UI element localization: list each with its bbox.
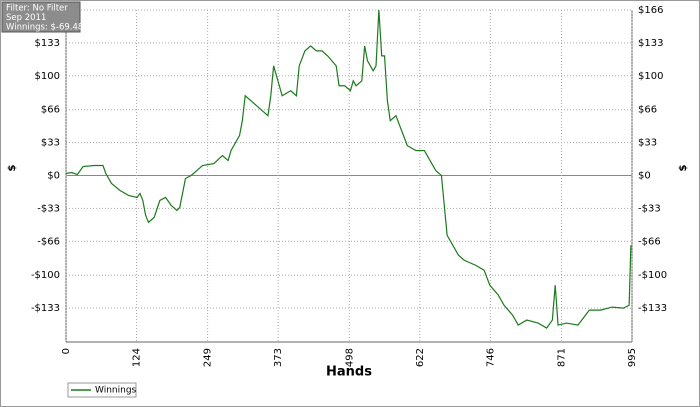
info-text: Filter: No Filter bbox=[6, 4, 68, 14]
y-tick-label-right: $166 bbox=[638, 5, 663, 16]
y-tick-label: $133 bbox=[35, 38, 60, 49]
x-tick-label: 871 bbox=[556, 348, 567, 367]
info-box bbox=[1, 1, 81, 33]
info-text: Sep 2011 bbox=[6, 13, 46, 23]
y-tick-label: $33 bbox=[41, 138, 60, 149]
y-tick-label: -$66 bbox=[37, 236, 60, 247]
y-tick-label-right: $0 bbox=[638, 171, 651, 182]
y-tick-label-right: -$133 bbox=[638, 303, 667, 314]
y-tick-label-right: $33 bbox=[638, 138, 657, 149]
y-tick-label: $100 bbox=[35, 71, 60, 82]
y-tick-label: -$133 bbox=[31, 303, 60, 314]
y-tick-label-right: -$100 bbox=[638, 270, 667, 281]
y-tick-label-right: -$33 bbox=[638, 203, 661, 214]
y-tick-label-right: $66 bbox=[638, 105, 657, 116]
x-axis-label: Hands bbox=[326, 365, 372, 380]
x-tick-label: 249 bbox=[203, 348, 214, 367]
info-text: Winnings: $-69.48 bbox=[6, 23, 83, 33]
legend-label: Winnings bbox=[95, 386, 137, 396]
x-tick-label: 0 bbox=[61, 348, 72, 354]
x-tick-label: 746 bbox=[485, 348, 496, 367]
y-tick-label-right: $100 bbox=[638, 71, 663, 82]
y-tick-label: $66 bbox=[41, 105, 60, 116]
winnings-line bbox=[65, 9, 632, 329]
y-axis-label-right: $ bbox=[678, 164, 689, 171]
x-tick-label: 498 bbox=[344, 348, 355, 367]
x-tick-label: 373 bbox=[273, 348, 284, 367]
y-tick-label: $0 bbox=[47, 171, 60, 182]
y-tick-label-right: -$66 bbox=[638, 236, 661, 247]
y-tick-label: -$100 bbox=[31, 270, 60, 281]
x-tick-label: 995 bbox=[627, 348, 638, 367]
y-tick-label-right: $133 bbox=[638, 38, 663, 49]
y-axis-label: $ bbox=[7, 164, 18, 171]
legend-box bbox=[67, 382, 137, 398]
x-tick-label: 622 bbox=[415, 348, 426, 367]
x-tick-label: 124 bbox=[132, 348, 143, 367]
y-tick-label: -$33 bbox=[37, 203, 60, 214]
